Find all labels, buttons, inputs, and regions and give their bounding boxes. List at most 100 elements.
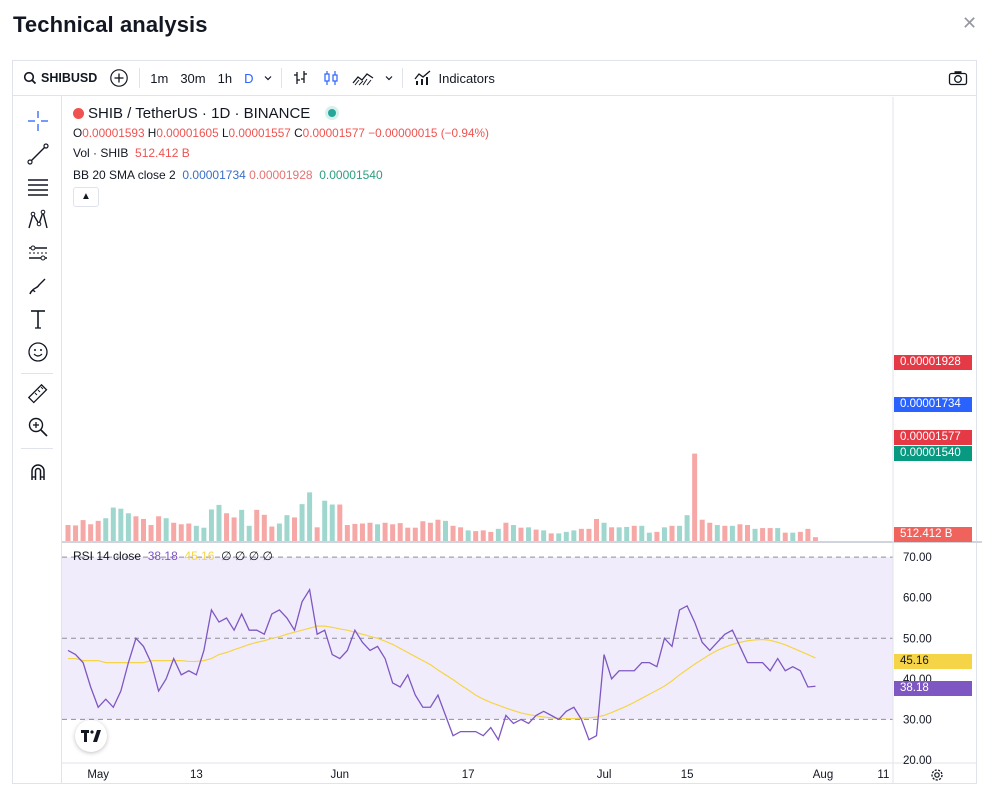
forecast-tool[interactable] [26, 241, 50, 265]
time-tick-label: 17 [462, 769, 475, 781]
toolbar-separator [139, 68, 141, 88]
main-series-title: SHIB / TetherUS · 1D · BINANCE [88, 105, 311, 122]
volume-legend-label: Vol · SHIB [73, 146, 129, 160]
volume-bar [609, 527, 615, 541]
trend-line-tool[interactable] [26, 142, 50, 166]
volume-bar [563, 531, 569, 541]
volume-bar [367, 522, 373, 541]
text-tool[interactable] [26, 307, 50, 331]
volume-bar [699, 519, 705, 541]
volume-bar [707, 522, 713, 541]
volume-bar [224, 513, 230, 541]
chart-style-dropdown[interactable] [380, 61, 398, 95]
volume-bar [435, 519, 441, 541]
indicators-button[interactable]: Indicators [407, 61, 500, 95]
ohlc-low-value: 0.00001557 [228, 126, 291, 140]
market-open-dot-icon [328, 109, 337, 117]
fib-tool[interactable] [26, 175, 50, 199]
bb-lower-badge: 0.00001540 [894, 446, 972, 461]
volume-bar [495, 528, 501, 541]
volume-bar [375, 524, 381, 541]
plus-circle-icon [110, 69, 129, 87]
volume-legend: Vol · SHIB 512.412 B [73, 146, 190, 160]
volume-bar [284, 515, 290, 541]
volume-bar [541, 530, 547, 541]
measure-tool[interactable] [26, 382, 50, 406]
brush-tool[interactable] [26, 274, 50, 298]
crosshair-tool[interactable] [26, 109, 50, 133]
rsi-tick-label: 50.00 [903, 633, 932, 645]
time-tick-label: Aug [813, 769, 833, 781]
volume-bar [299, 504, 305, 541]
bb-upper-badge: 0.00001928 [894, 355, 972, 370]
volume-bar [775, 528, 781, 541]
settings-gear-icon[interactable] [929, 767, 945, 783]
volume-bar [276, 523, 282, 541]
rsi-legend-empty: ∅ ∅ ∅ ∅ [221, 549, 273, 563]
time-tick-label: 11 [877, 769, 889, 781]
volume-bar [586, 528, 592, 541]
ohlc-open-label: O [73, 126, 83, 140]
symbol-name: SHIBUSD [41, 71, 98, 85]
trend-line-icon [27, 143, 49, 165]
volume-bar [518, 527, 524, 541]
interval-dropdown[interactable] [259, 61, 277, 95]
volume-bar [526, 527, 532, 541]
volume-bar [405, 527, 411, 541]
volume-bar [737, 524, 743, 541]
volume-bar [193, 525, 199, 541]
volume-bar [352, 523, 358, 541]
rsi-badge: 38.18 [894, 681, 972, 696]
indicators-label: Indicators [438, 70, 495, 86]
volume-bar [661, 527, 667, 541]
toolbar-divider [21, 373, 53, 374]
zoom-tool[interactable] [26, 415, 50, 439]
area-style-button[interactable] [346, 61, 380, 95]
indicators-icon [414, 70, 431, 85]
interval-30m[interactable]: 30m [180, 70, 206, 86]
screenshot-button[interactable] [942, 61, 976, 95]
volume-bar [654, 531, 660, 541]
ohlc-legend: O0.00001593 H0.00001605 L0.00001557 C0.0… [73, 126, 489, 140]
volume-bar [556, 533, 562, 541]
volume-bar [231, 517, 237, 541]
pattern-tool[interactable] [26, 208, 50, 232]
interval-1m[interactable]: 1m [150, 70, 169, 86]
volume-bar [631, 525, 637, 541]
volume-bar [390, 524, 396, 541]
close-icon[interactable]: ✕ [962, 13, 978, 33]
rsi-tick-label: 70.00 [903, 552, 932, 564]
area-chart-icon [352, 73, 374, 86]
ohlc-high-value: 0.00001605 [156, 126, 219, 140]
rsi-tick-label: 60.00 [903, 593, 932, 605]
candles-icon [324, 71, 339, 85]
candles-style-button[interactable] [316, 61, 346, 95]
interval-d[interactable]: D [244, 70, 254, 86]
volume-bar [292, 517, 297, 541]
collapse-legend-button[interactable]: ▲ [73, 187, 99, 207]
interval-1h[interactable]: 1h [217, 70, 233, 86]
compare-symbol-button[interactable] [103, 61, 135, 95]
magnet-icon [31, 464, 45, 480]
rsi-legend-ma: 45.16 [184, 549, 215, 563]
rsi-legend-value: 38.18 [147, 549, 178, 563]
bar-style-button[interactable] [286, 61, 316, 95]
emoji-tool[interactable] [26, 340, 50, 364]
magnet-tool[interactable] [26, 460, 50, 484]
volume-bar [178, 524, 184, 541]
volume-bar [73, 525, 79, 541]
volume-bar [307, 492, 313, 541]
rsi-ma-line [68, 625, 816, 720]
volume-badge: 512.412 B [894, 527, 972, 542]
ohlc-change: −0.00000015 (−0.94%) [368, 126, 489, 140]
volume-bar [322, 500, 328, 541]
tradingview-logo[interactable] [75, 720, 107, 752]
volume-bar [722, 525, 728, 541]
volume-bar [767, 528, 773, 541]
volume-bar [65, 525, 71, 541]
symbol-search[interactable]: SHIBUSD [13, 61, 103, 95]
volume-bar [790, 532, 796, 541]
volume-bar [148, 525, 154, 541]
volume-bar [639, 525, 645, 541]
